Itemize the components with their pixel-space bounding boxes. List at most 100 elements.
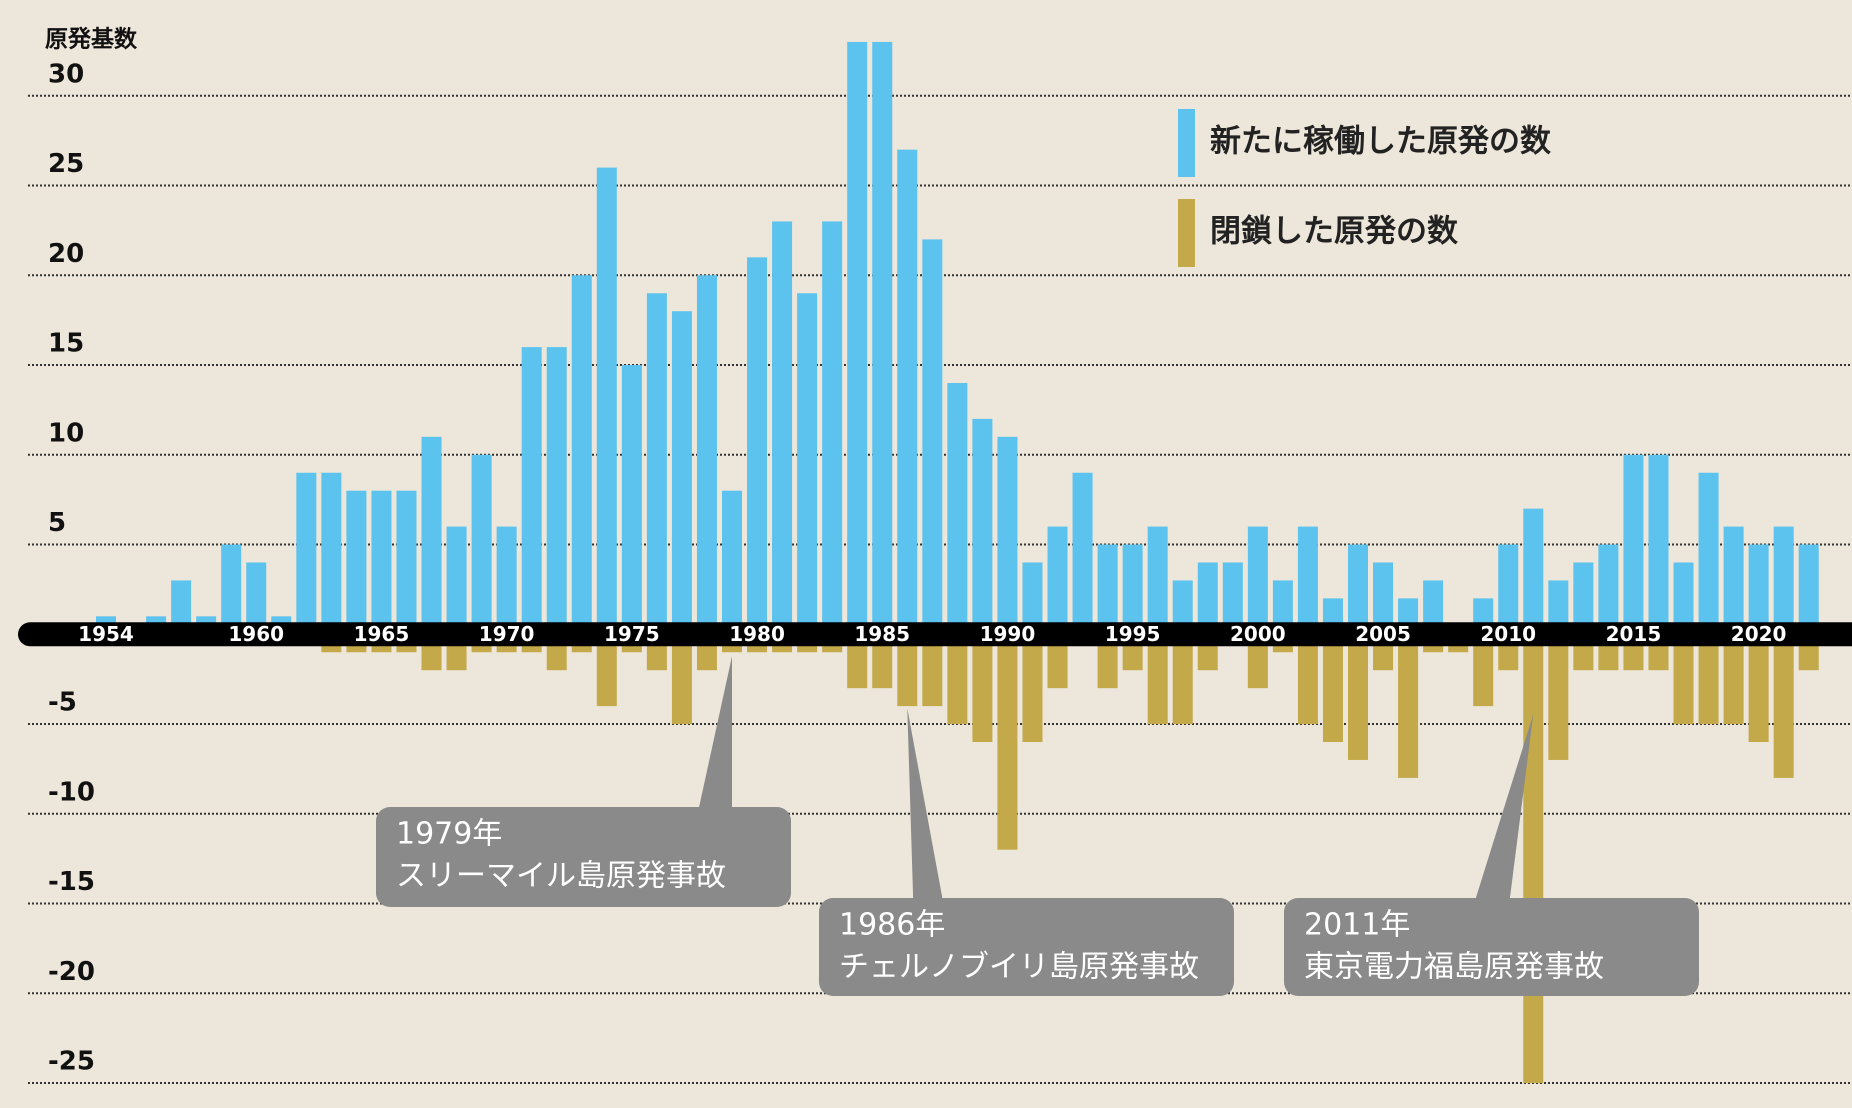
bar [171, 580, 192, 635]
bar [1673, 634, 1694, 725]
x-tick-label: 1980 [729, 622, 785, 646]
bar [1147, 526, 1168, 635]
bar [321, 472, 342, 635]
legend-swatch [1178, 199, 1195, 267]
bar [1698, 472, 1719, 635]
legend-label: 新たに稼働した原発の数 [1210, 124, 1551, 160]
x-tick-label: 2015 [1606, 622, 1662, 646]
bar [1247, 526, 1268, 635]
y-tick-label: -10 [48, 777, 95, 807]
bar [1272, 580, 1293, 635]
bar [1498, 544, 1519, 635]
bar [1348, 634, 1368, 760]
bar [747, 257, 768, 635]
y-tick-label: 15 [48, 329, 84, 359]
bar [1423, 580, 1444, 635]
x-tick-label: 1965 [354, 622, 410, 646]
bar [696, 275, 717, 635]
bar [1297, 634, 1318, 725]
bar [972, 634, 993, 742]
x-tick-label: 2010 [1480, 622, 1536, 646]
bar [947, 383, 968, 635]
bar [1398, 634, 1419, 778]
bar [1247, 634, 1268, 689]
legend-swatch [1178, 109, 1195, 177]
y-tick-label: -25 [48, 1047, 95, 1077]
callout-text: 東京電力福島原発事故 [1304, 950, 1604, 985]
callout-box [376, 807, 791, 907]
y-tick-label: 25 [48, 149, 84, 179]
bar [496, 526, 517, 635]
bar [1698, 634, 1719, 725]
bar [997, 436, 1018, 635]
bar [1773, 526, 1794, 635]
x-tick-label: 1985 [854, 622, 910, 646]
callout-text: チェルノブイリ島原発事故 [839, 950, 1199, 985]
bar [1097, 544, 1118, 635]
bar [1648, 454, 1669, 635]
y-tick-label: -20 [48, 957, 95, 987]
bar [822, 221, 843, 635]
bar [621, 365, 642, 635]
bar [471, 454, 492, 635]
y-tick-label: -5 [48, 688, 77, 718]
bar [872, 634, 893, 689]
bar [1047, 526, 1068, 635]
bar [922, 634, 943, 707]
bar [1122, 544, 1143, 635]
y-tick-label: 10 [48, 418, 84, 448]
callout-pointer [1474, 714, 1534, 903]
bar [1548, 634, 1569, 760]
x-tick-label: 1960 [228, 622, 284, 646]
bar [596, 634, 617, 707]
bar [671, 634, 692, 725]
bar [571, 275, 592, 635]
x-tick-label: 2005 [1355, 622, 1411, 646]
bar [772, 221, 793, 635]
x-tick-label: 1975 [604, 622, 660, 646]
x-tick-label: 1954 [78, 622, 134, 646]
y-tick-label: 20 [48, 239, 84, 269]
bar [1673, 562, 1694, 635]
bar [521, 347, 542, 635]
callout-pointer [907, 708, 944, 903]
bar [1197, 562, 1218, 635]
bar [1222, 562, 1243, 635]
bar [1523, 508, 1544, 635]
x-axis [18, 622, 1852, 647]
callout-text: 1979年 [396, 817, 502, 852]
bar [246, 562, 267, 635]
y-tick-label: -15 [48, 867, 95, 897]
bar [546, 347, 567, 635]
bar [797, 293, 818, 635]
bar [722, 490, 742, 635]
bar [922, 239, 943, 635]
bar [396, 490, 417, 635]
x-tick-label: 2000 [1230, 622, 1286, 646]
bar [947, 634, 968, 725]
x-tick-label: 1990 [980, 622, 1036, 646]
bar [1373, 562, 1394, 635]
bar [1172, 634, 1193, 725]
bar [371, 490, 392, 635]
x-tick-label: 1995 [1105, 622, 1161, 646]
bar [972, 418, 993, 635]
callout-box [1284, 898, 1699, 996]
bar [897, 634, 918, 707]
callout-text: 1986年 [839, 908, 945, 943]
bar [1573, 562, 1594, 635]
bar [346, 490, 367, 635]
callout-text: スリーマイル島原発事故 [396, 859, 726, 894]
bar [1097, 634, 1118, 689]
bar [596, 167, 617, 635]
y-tick-label: 5 [48, 508, 66, 538]
bar [1723, 634, 1744, 725]
x-tick-label: 1970 [479, 622, 535, 646]
bar [1523, 634, 1544, 1084]
bar [1172, 580, 1193, 635]
bar [296, 472, 317, 635]
bar [421, 436, 442, 635]
bar [1072, 472, 1093, 635]
y-tick-label: 30 [48, 59, 84, 89]
